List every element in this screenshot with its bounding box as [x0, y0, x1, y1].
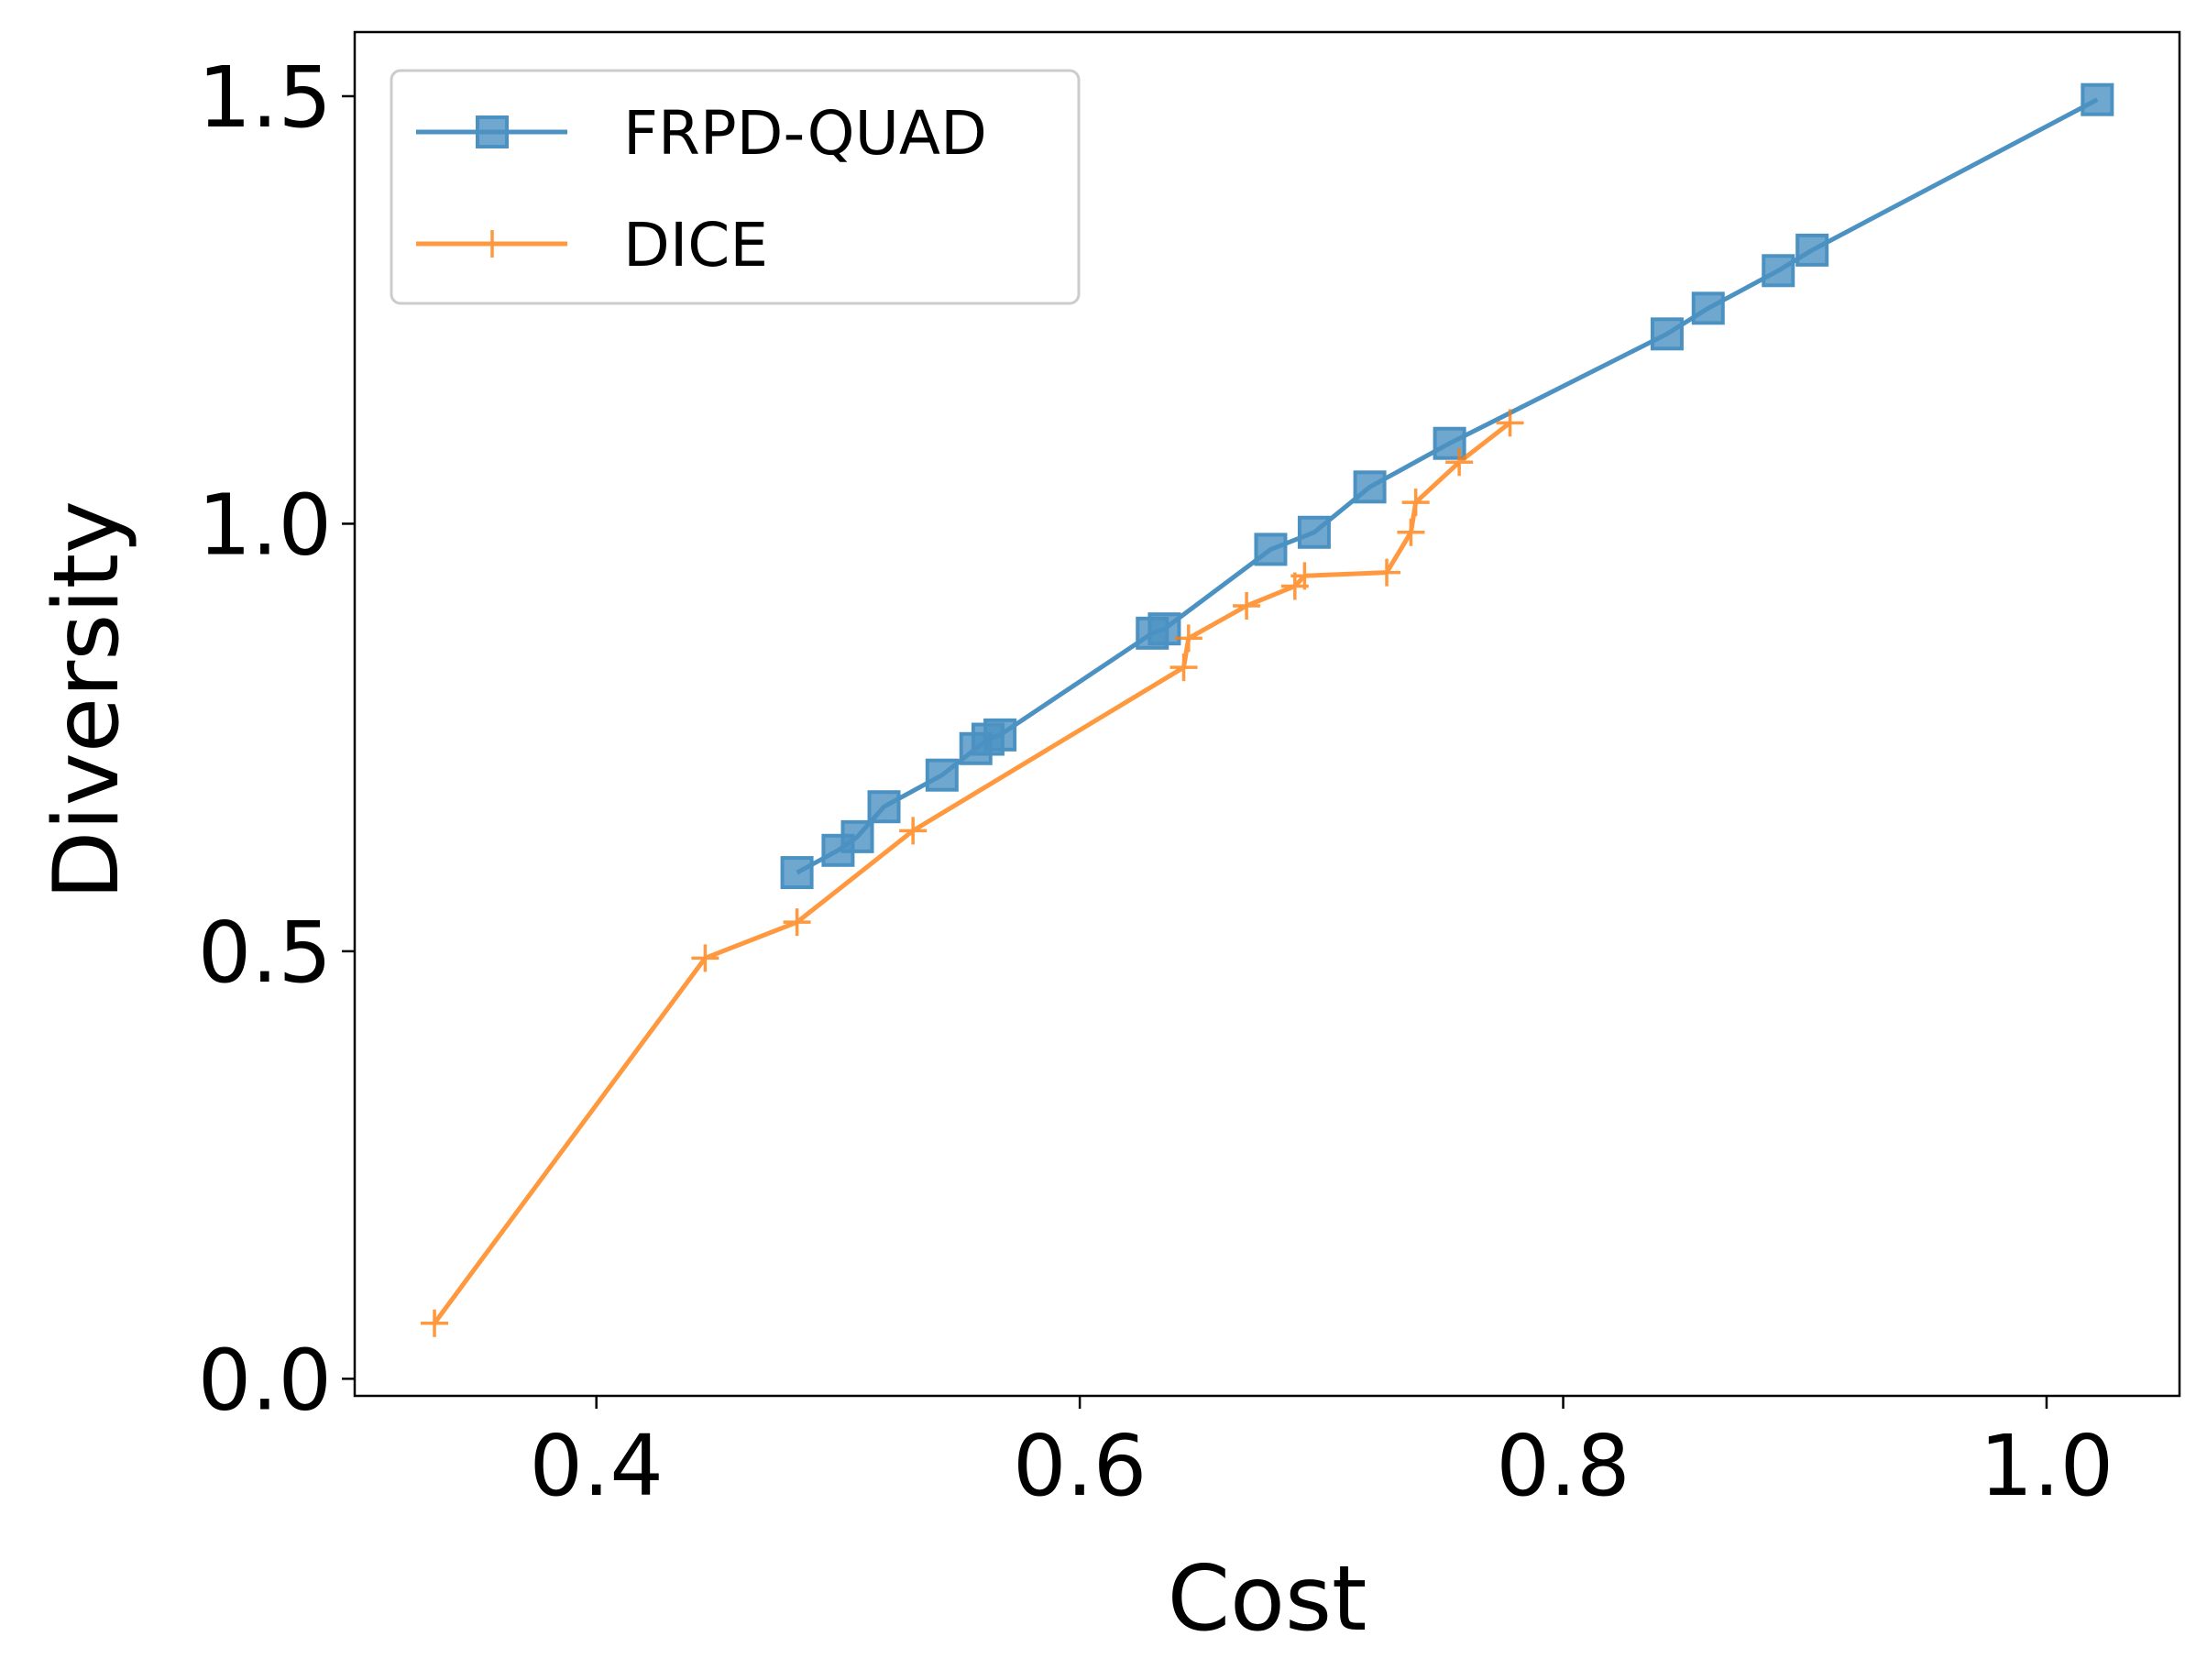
legend: FRPD-QUAD DICE	[390, 69, 1081, 305]
axes-layer: 0.4 0.6 0.8 1.0 0.0 0.5 1.0 1.5 Cost Diversity	[35, 30, 2181, 1652]
x-tick-label: 0.6	[1013, 1417, 1147, 1515]
data-point	[1650, 317, 1684, 351]
data-point	[1353, 470, 1387, 504]
data-point	[1445, 448, 1474, 477]
data-point	[867, 790, 901, 824]
legend-swatch	[416, 230, 567, 258]
data-point	[2081, 82, 2114, 116]
data-point	[783, 908, 811, 937]
legend-swatch	[416, 115, 567, 148]
x-tick-label: 0.4	[530, 1417, 664, 1515]
data-point	[1169, 653, 1198, 682]
data-point	[899, 817, 928, 845]
legend-marker	[478, 230, 506, 258]
data-point	[983, 718, 1017, 752]
data-point	[1397, 518, 1425, 546]
legend-marker	[476, 115, 509, 148]
x-tick-label: 1.0	[1980, 1417, 2114, 1515]
series-frpd-quad	[780, 82, 2114, 890]
legend-label: DICE	[623, 210, 768, 280]
data-point	[1174, 624, 1202, 653]
data-point	[1233, 591, 1261, 620]
y-tick-label: 0.0	[198, 1331, 332, 1429]
series-dice	[421, 409, 1524, 1337]
data-point	[925, 758, 959, 792]
x-tick-label: 0.8	[1496, 1417, 1630, 1515]
data-point	[840, 819, 874, 853]
legend-label: FRPD-QUAD	[623, 98, 987, 169]
data-point	[780, 856, 814, 890]
data-point	[1290, 562, 1319, 590]
y-tick-label: 0.5	[198, 904, 332, 1002]
y-tick-label: 1.0	[198, 476, 332, 574]
plot-frame	[353, 30, 2181, 1398]
data-point	[1254, 533, 1288, 566]
data-point	[1762, 254, 1795, 288]
y-tick-label: 1.5	[198, 49, 332, 147]
data-point	[691, 944, 719, 972]
y-axis-title: Diversity	[35, 500, 139, 900]
data-point	[421, 1309, 449, 1337]
data-point	[1297, 515, 1331, 549]
data-point	[1373, 558, 1401, 587]
series-layer	[421, 82, 2114, 1337]
data-point	[1401, 489, 1430, 517]
x-axis-title: Cost	[1168, 1547, 1367, 1652]
data-point	[1691, 291, 1725, 325]
data-point	[1147, 612, 1181, 646]
data-point	[1496, 409, 1524, 437]
data-point	[1795, 233, 1829, 267]
